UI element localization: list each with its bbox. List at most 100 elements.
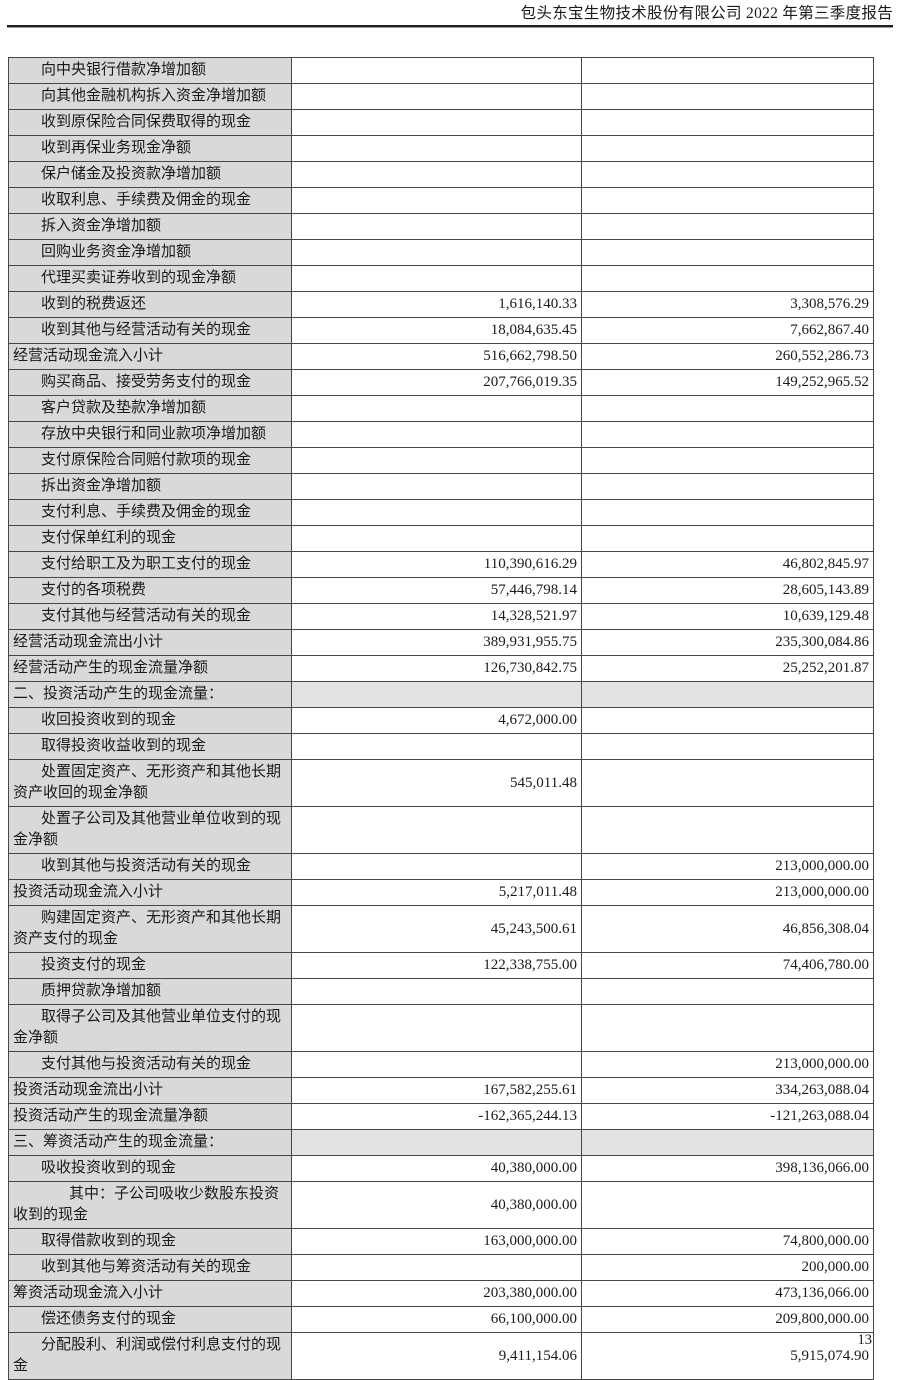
- row-value-current-period: 4,672,000.00: [291, 707, 582, 734]
- row-value-current-period: [291, 57, 582, 84]
- row-value-current-period: 167,582,255.61: [291, 1077, 582, 1104]
- row-value-prior-period: 46,802,845.97: [581, 551, 874, 578]
- row-value-prior-period: -121,263,088.04: [581, 1103, 874, 1130]
- table-row: 支付给职工及为职工支付的现金 110,390,616.29 46,802,845.9…: [8, 551, 874, 578]
- row-value-current-period: 66,100,000.00: [291, 1306, 582, 1333]
- row-label: 购买商品、接受劳务支付的现金: [8, 369, 292, 396]
- row-value-current-period: [291, 135, 582, 162]
- row-value-prior-period: 200,000.00: [581, 1254, 874, 1281]
- row-value-current-period: [291, 213, 582, 240]
- row-value-current-period: 122,338,755.00: [291, 952, 582, 979]
- table-row: 向其他金融机构拆入资金净增加额: [8, 83, 874, 110]
- table-row: 经营活动现金流出小计 389,931,955.75 235,300,084.86: [8, 629, 874, 656]
- header-rule: [7, 25, 893, 28]
- table-row: 回购业务资金净增加额: [8, 239, 874, 266]
- row-label: 拆出资金净增加额: [8, 473, 292, 500]
- row-value-prior-period: 213,000,000.00: [581, 879, 874, 906]
- table-row: 支付保单红利的现金: [8, 525, 874, 552]
- row-value-prior-period: [581, 187, 874, 214]
- table-row: 处置子公司及其他营业单位收到的现金净额: [8, 806, 874, 854]
- row-label: 经营活动产生的现金流量净额: [8, 655, 292, 682]
- row-value-prior-period: 149,252,965.52: [581, 369, 874, 396]
- row-value-prior-period: [581, 395, 874, 422]
- row-label: 保户储金及投资款净增加额: [8, 161, 292, 188]
- table-row: 投资活动现金流出小计 167,582,255.61 334,263,088.04: [8, 1077, 874, 1104]
- row-value-prior-period: [581, 239, 874, 266]
- row-value-prior-period: 209,800,000.00: [581, 1306, 874, 1333]
- row-label: 收到原保险合同保费取得的现金: [8, 109, 292, 136]
- row-value-current-period: [291, 239, 582, 266]
- table-row: 购建固定资产、无形资产和其他长期资产支付的现金 45,243,500.61 46,8…: [8, 905, 874, 953]
- section-row: 三、筹资活动产生的现金流量：: [8, 1129, 874, 1156]
- table-row: 质押贷款净增加额: [8, 978, 874, 1005]
- row-value-current-period: 207,766,019.35: [291, 369, 582, 396]
- row-value-current-period: [291, 733, 582, 760]
- row-value-current-period: 163,000,000.00: [291, 1228, 582, 1255]
- table-row: 收到原保险合同保费取得的现金: [8, 109, 874, 136]
- table-row: 收到的税费返还 1,616,140.33 3,308,576.29: [8, 291, 874, 318]
- row-label: 经营活动现金流出小计: [8, 629, 292, 656]
- row-value-prior-period: [581, 109, 874, 136]
- row-value-current-period: [291, 525, 582, 552]
- row-value-current-period: 45,243,500.61: [291, 905, 582, 953]
- row-value-prior-period: 25,252,201.87: [581, 655, 874, 682]
- table-row: 支付其他与经营活动有关的现金 14,328,521.97 10,639,129.48: [8, 603, 874, 630]
- table-row: 支付其他与投资活动有关的现金 213,000,000.00: [8, 1051, 874, 1078]
- table-row: 收回投资收到的现金 4,672,000.00: [8, 707, 874, 734]
- row-label: 收到其他与筹资活动有关的现金: [8, 1254, 292, 1281]
- row-label: 取得借款收到的现金: [8, 1228, 292, 1255]
- row-value-prior-period: 74,406,780.00: [581, 952, 874, 979]
- table-row: 支付的各项税费 57,446,798.14 28,605,143.89: [8, 577, 874, 604]
- table-row: 分配股利、利润或偿付利息支付的现金 9,411,154.06 5,915,074.9…: [8, 1332, 874, 1380]
- table-row: 收到其他与筹资活动有关的现金 200,000.00: [8, 1254, 874, 1281]
- row-value-prior-period: [581, 681, 874, 708]
- row-label: 支付给职工及为职工支付的现金: [8, 551, 292, 578]
- row-label: 筹资活动现金流入小计: [8, 1280, 292, 1307]
- row-label: 投资活动产生的现金流量净额: [8, 1103, 292, 1130]
- table-row: 经营活动产生的现金流量净额 126,730,842.75 25,252,201.87: [8, 655, 874, 682]
- row-value-prior-period: [581, 135, 874, 162]
- table-row: 取得投资收益收到的现金: [8, 733, 874, 760]
- section-row: 二、投资活动产生的现金流量：: [8, 681, 874, 708]
- row-value-current-period: 516,662,798.50: [291, 343, 582, 370]
- row-label: 客户贷款及垫款净增加额: [8, 395, 292, 422]
- row-value-prior-period: 7,662,867.40: [581, 317, 874, 344]
- row-value-current-period: [291, 1004, 582, 1052]
- table-row: 取得借款收到的现金 163,000,000.00 74,800,000.00: [8, 1228, 874, 1255]
- row-value-prior-period: [581, 83, 874, 110]
- row-value-current-period: 57,446,798.14: [291, 577, 582, 604]
- row-value-prior-period: [581, 978, 874, 1005]
- table-row: 拆入资金净增加额: [8, 213, 874, 240]
- page-number: 13: [857, 1332, 873, 1348]
- row-value-current-period: 14,328,521.97: [291, 603, 582, 630]
- row-value-current-period: 126,730,842.75: [291, 655, 582, 682]
- report-header-title: 包头东宝生物技术股份有限公司 2022 年第三季度报告: [520, 5, 893, 22]
- row-value-prior-period: [581, 447, 874, 474]
- row-label: 收到的税费返还: [8, 291, 292, 318]
- row-value-prior-period: [581, 759, 874, 807]
- row-value-current-period: [291, 109, 582, 136]
- table-row: 投资活动产生的现金流量净额 -162,365,244.13 -121,263,088…: [8, 1103, 874, 1130]
- table-row: 偿还债务支付的现金 66,100,000.00 209,800,000.00: [8, 1306, 874, 1333]
- table-row: 收取利息、手续费及佣金的现金: [8, 187, 874, 214]
- row-value-current-period: [291, 853, 582, 880]
- table-row: 存放中央银行和同业款项净增加额: [8, 421, 874, 448]
- row-label: 经营活动现金流入小计: [8, 343, 292, 370]
- row-label: 收取利息、手续费及佣金的现金: [8, 187, 292, 214]
- row-value-prior-period: 10,639,129.48: [581, 603, 874, 630]
- table-row: 拆出资金净增加额: [8, 473, 874, 500]
- table-row: 取得子公司及其他营业单位支付的现金净额: [8, 1004, 874, 1052]
- row-label: 回购业务资金净增加额: [8, 239, 292, 266]
- table-row: 支付利息、手续费及佣金的现金: [8, 499, 874, 526]
- row-value-prior-period: [581, 1181, 874, 1229]
- row-label: 向其他金融机构拆入资金净增加额: [8, 83, 292, 110]
- row-value-prior-period: [581, 161, 874, 188]
- row-label: 支付其他与投资活动有关的现金: [8, 1051, 292, 1078]
- row-value-prior-period: [581, 806, 874, 854]
- row-label: 代理买卖证券收到的现金净额: [8, 265, 292, 292]
- row-label: 投资支付的现金: [8, 952, 292, 979]
- row-value-prior-period: [581, 57, 874, 84]
- table-row: 收到其他与投资活动有关的现金 213,000,000.00: [8, 853, 874, 880]
- row-value-current-period: [291, 1129, 582, 1156]
